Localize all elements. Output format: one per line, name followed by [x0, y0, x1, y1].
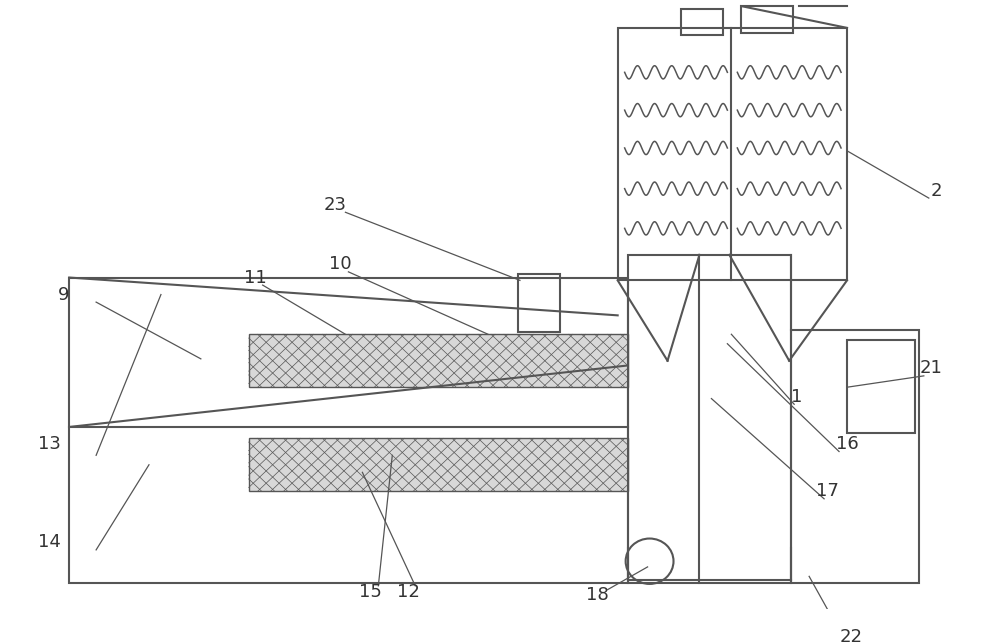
Bar	[681, 9, 723, 35]
Bar	[741, 6, 793, 33]
Text: 12: 12	[397, 584, 420, 602]
Text: 13: 13	[38, 435, 61, 453]
Text: 16: 16	[836, 435, 858, 453]
Bar	[618, 28, 847, 281]
Text: 1: 1	[791, 388, 803, 406]
Text: 18: 18	[586, 586, 609, 604]
Text: 21: 21	[919, 360, 942, 377]
Bar	[249, 438, 628, 491]
Bar	[518, 273, 560, 333]
Text: 9: 9	[57, 286, 69, 304]
Bar	[628, 255, 791, 583]
Text: 22: 22	[840, 628, 863, 642]
Bar	[847, 340, 915, 433]
Bar	[791, 331, 919, 583]
Text: 17: 17	[816, 482, 839, 500]
Text: 2: 2	[931, 182, 943, 200]
Text: 11: 11	[244, 268, 267, 286]
Bar	[249, 334, 628, 387]
Text: 10: 10	[329, 256, 352, 273]
Text: 14: 14	[38, 534, 61, 551]
Bar	[69, 277, 628, 583]
Text: 15: 15	[359, 584, 382, 602]
Text: 23: 23	[324, 196, 347, 214]
